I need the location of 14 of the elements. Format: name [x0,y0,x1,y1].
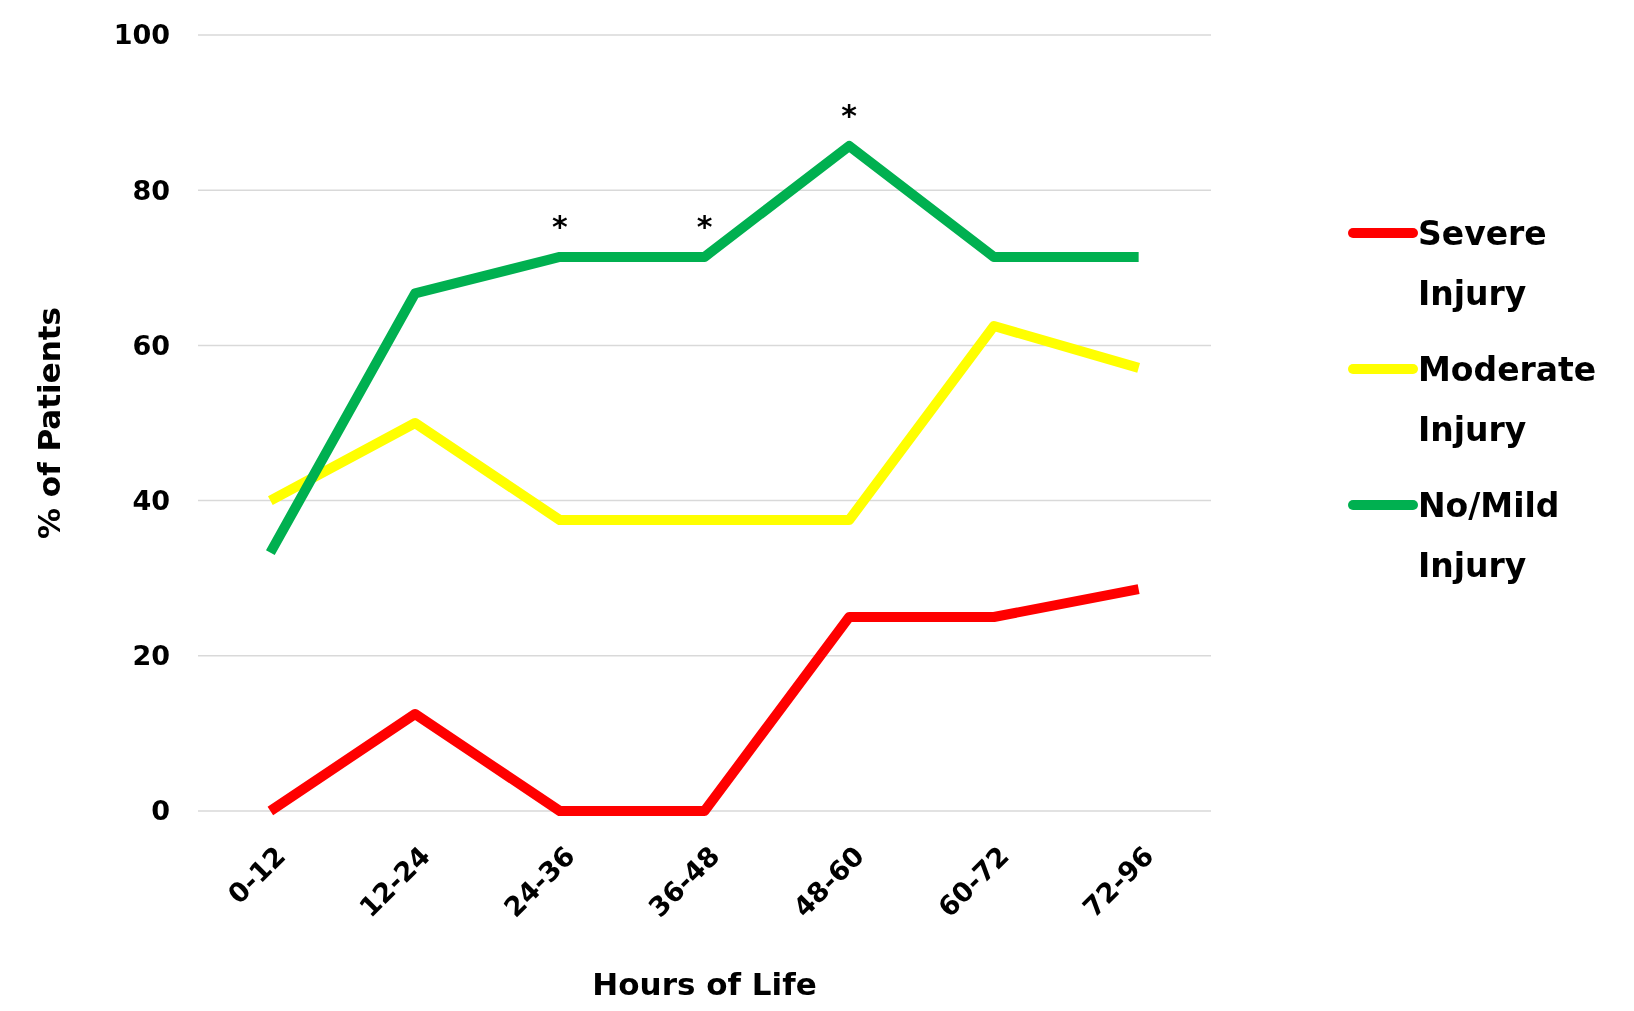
y-axis-title: % of Patients [31,306,67,540]
legend-label: No/Mild Injury [1418,485,1560,585]
y-tick-label: 20 [132,640,170,672]
y-tick-label: 100 [113,19,170,51]
y-tick-label: 60 [132,329,170,361]
y-tick-label: 80 [132,174,170,206]
annotation: * [551,208,568,244]
annotation: * [696,208,713,244]
legend-label: Severe Injury [1418,213,1547,313]
y-tick-label: 0 [151,795,170,827]
x-axis-title: Hours of Life [592,966,817,1002]
annotation: * [841,97,858,133]
y-tick-label: 40 [132,485,170,517]
legend-label: Moderate Injury [1418,349,1597,449]
